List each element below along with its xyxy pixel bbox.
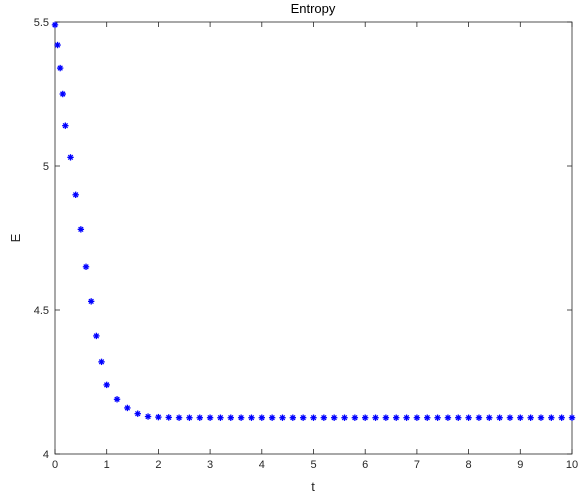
x-axis-label: t [311,479,315,494]
y-tick-label: 5 [43,161,49,173]
data-point [537,414,545,421]
data-point [175,414,183,421]
data-point [165,414,172,421]
data-point [54,41,61,49]
data-point [382,414,390,421]
data-point [558,414,565,421]
data-point [279,414,286,421]
data-series [51,21,576,421]
data-point [72,191,79,198]
data-point [56,64,64,72]
data-point [413,414,421,421]
data-point [59,90,66,98]
y-tick-label: 4.5 [34,305,49,317]
data-point [403,414,410,421]
y-axis: 4 4.5 5 5.5 [34,17,572,461]
data-point [258,414,265,421]
x-axis: 0 1 2 3 4 5 6 7 8 9 10 [52,22,578,471]
y-tick-label: 5.5 [34,17,49,29]
data-point [93,332,100,340]
data-point [155,413,162,421]
data-point [393,414,400,421]
data-point [98,358,105,366]
data-point [455,414,462,421]
x-tick-label: 5 [310,459,316,471]
data-point [299,414,307,421]
data-point [496,414,503,421]
x-tick-label: 10 [566,459,578,471]
x-tick-label: 6 [362,459,368,471]
plot-area [54,21,573,455]
x-tick-label: 9 [517,459,523,471]
data-point [486,414,493,421]
x-tick-label: 1 [104,459,110,471]
data-point [248,414,255,421]
data-point [227,414,234,421]
data-point [372,414,379,421]
data-point [310,414,317,421]
data-point [237,414,245,421]
data-point [51,21,59,29]
data-point [103,381,110,389]
data-point [217,414,224,421]
x-tick-label: 4 [259,459,265,471]
data-point [124,404,131,412]
data-point [268,414,276,421]
data-point [351,414,359,421]
data-point [87,298,95,305]
data-point [341,414,348,421]
data-point [134,410,141,417]
data-point [548,414,555,421]
data-point [144,413,152,420]
data-point [568,414,576,421]
data-point [434,414,441,421]
data-point [506,414,514,421]
x-tick-label: 2 [155,459,161,471]
data-point [67,154,74,161]
y-tick-label: 4 [43,449,49,461]
data-point [475,414,483,421]
data-point [82,263,90,270]
x-tick-label: 0 [52,459,58,471]
data-point [517,414,524,421]
data-point [424,414,431,421]
data-point [330,414,338,421]
data-point [77,226,85,233]
data-point [206,414,214,421]
y-axis-label: E [8,233,23,242]
x-tick-label: 3 [207,459,213,471]
x-tick-label: 7 [414,459,420,471]
data-point [62,122,69,129]
data-point [465,414,472,421]
data-point [186,414,193,421]
data-point [289,414,297,421]
data-point [444,414,452,421]
data-point [320,414,328,421]
data-point [196,414,203,421]
chart-title: Entropy [291,1,336,16]
x-tick-label: 8 [466,459,472,471]
data-point [113,396,121,403]
data-point [362,414,369,421]
data-point [527,414,534,421]
